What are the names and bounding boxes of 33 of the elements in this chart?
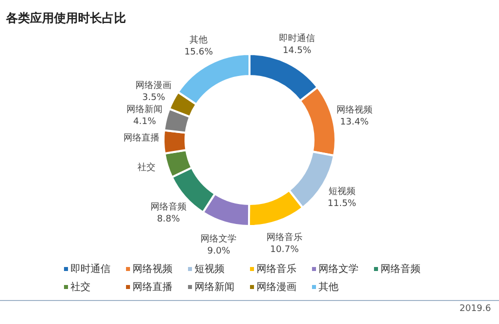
- slice-label: 即时通信: [279, 33, 316, 44]
- data-label: 4.1%: [133, 117, 157, 128]
- legend-label: 短视频: [194, 262, 224, 276]
- data-label: 8.8%: [157, 214, 180, 224]
- text: 2019.6: [460, 304, 491, 314]
- chart-title: 各类应用使用时长占比: [6, 10, 126, 27]
- legend-label: 网络音乐: [256, 262, 296, 276]
- legend-label: 网络漫画: [256, 281, 296, 294]
- slice-label: 网络音乐: [266, 232, 302, 244]
- legend-label: 网络直播: [132, 280, 172, 294]
- data-label: 10.7%: [270, 245, 300, 256]
- slice-label: 网络文学: [200, 234, 237, 245]
- data-label: 11.5%: [328, 198, 357, 209]
- slice-label: 社交: [137, 162, 156, 174]
- slice-label: 短视频: [328, 186, 356, 197]
- legend-label: 网络新闻: [194, 280, 234, 294]
- legend-label: 其他: [318, 280, 338, 294]
- slice-label: 网络视频: [336, 104, 372, 116]
- slice-label: 其他: [190, 34, 208, 46]
- data-label: 9.0%: [207, 246, 231, 257]
- legend-label: 网络文学: [318, 262, 358, 276]
- legend-label: 网络音频: [380, 262, 420, 276]
- slice-label: 网络漫画: [136, 80, 172, 92]
- legend-label: 社交: [70, 280, 90, 294]
- data-label: 3.5%: [142, 93, 166, 104]
- data-label: 13.4%: [340, 117, 370, 128]
- legend-label: 即时通信: [70, 262, 110, 276]
- slice-label: 网络直播: [124, 132, 160, 144]
- slice-label: 网络新闻: [126, 104, 163, 116]
- data-label: 14.5%: [282, 46, 312, 56]
- data-label: 15.6%: [184, 48, 214, 58]
- legend-label: 网络视频: [132, 262, 172, 276]
- slice-label: 网络音频: [150, 201, 186, 212]
